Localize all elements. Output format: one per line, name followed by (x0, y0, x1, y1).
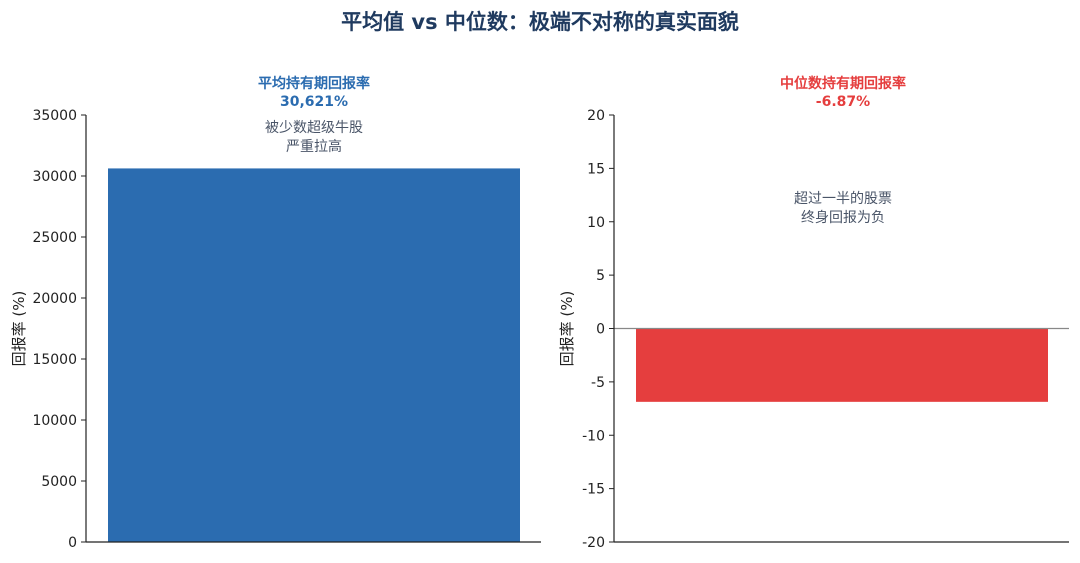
y-tick-label: 15000 (32, 352, 77, 368)
y-tick-label: -5 (591, 375, 605, 391)
subplot-title: 平均持有期回报率 (258, 75, 370, 92)
median-return-chart: -20 -15 -10 -5 0 5 10 15 20 回报率 (%) 中位数持有期回报率 -6.87… (558, 75, 1069, 551)
subplot-value-label: -6.87% (816, 94, 870, 110)
y-tick-label: 20000 (32, 291, 77, 307)
y-tick-label: -20 (582, 535, 605, 551)
y-tick-label: 20 (587, 108, 605, 124)
y-tick-label: -15 (582, 482, 605, 498)
annotation-text: 严重拉高 (286, 138, 342, 155)
mean-return-chart: 0 5000 10000 15000 20000 25000 30000 35000 回报率 (… (10, 75, 541, 551)
subplot-title: 中位数持有期回报率 (780, 75, 906, 92)
y-tick-label: 0 (68, 535, 77, 551)
annotation-text: 被少数超级牛股 (265, 120, 363, 136)
bar (108, 168, 520, 542)
y-tick-label: 5000 (41, 474, 77, 490)
y-tick-label: 30000 (32, 169, 77, 185)
figure-title: 平均值 vs 中位数：极端不对称的真实面貌 (341, 10, 739, 34)
y-axis-label: 回报率 (%) (558, 291, 576, 367)
y-tick-label: 35000 (32, 108, 77, 124)
y-tick-label: 5 (596, 268, 605, 284)
y-tick-label: 0 (596, 322, 605, 338)
annotation-text: 超过一半的股票 (794, 191, 892, 207)
subplot-value-label: 30,621% (280, 94, 348, 110)
bar (636, 328, 1048, 402)
annotation-text: 终身回报为负 (801, 210, 885, 226)
y-tick-label: 10 (587, 215, 605, 231)
y-tick-label: 10000 (32, 413, 77, 429)
y-tick-label: 15 (587, 161, 605, 177)
y-tick-label: 25000 (32, 230, 77, 246)
y-axis-label: 回报率 (%) (10, 291, 28, 367)
y-tick-label: -10 (582, 428, 605, 444)
